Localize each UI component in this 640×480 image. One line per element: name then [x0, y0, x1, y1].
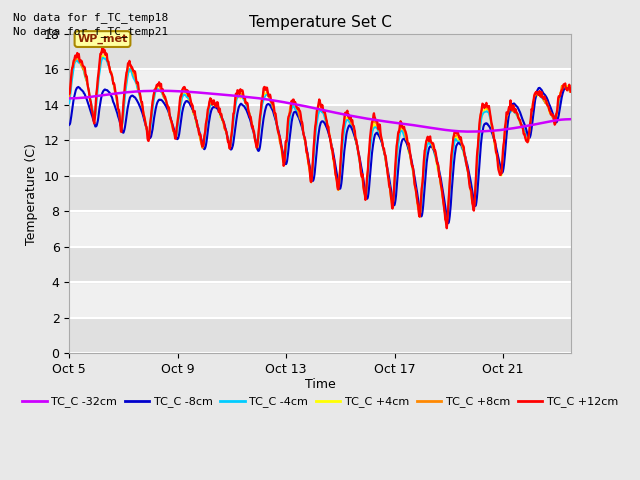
X-axis label: Time: Time	[305, 378, 335, 391]
Y-axis label: Temperature (C): Temperature (C)	[25, 143, 38, 245]
Bar	[69, 247, 571, 282]
Bar	[69, 105, 571, 141]
Bar	[69, 176, 571, 211]
Title: Temperature Set C: Temperature Set C	[248, 15, 392, 30]
Bar	[69, 318, 571, 353]
Bar	[69, 34, 571, 70]
Text: WP_met: WP_met	[77, 34, 127, 44]
Legend: TC_C -32cm, TC_C -8cm, TC_C -4cm, TC_C +4cm, TC_C +8cm, TC_C +12cm: TC_C -32cm, TC_C -8cm, TC_C -4cm, TC_C +…	[18, 392, 622, 412]
Text: No data for f_TC_temp18: No data for f_TC_temp18	[13, 12, 168, 23]
Text: No data for f_TC_temp21: No data for f_TC_temp21	[13, 26, 168, 37]
